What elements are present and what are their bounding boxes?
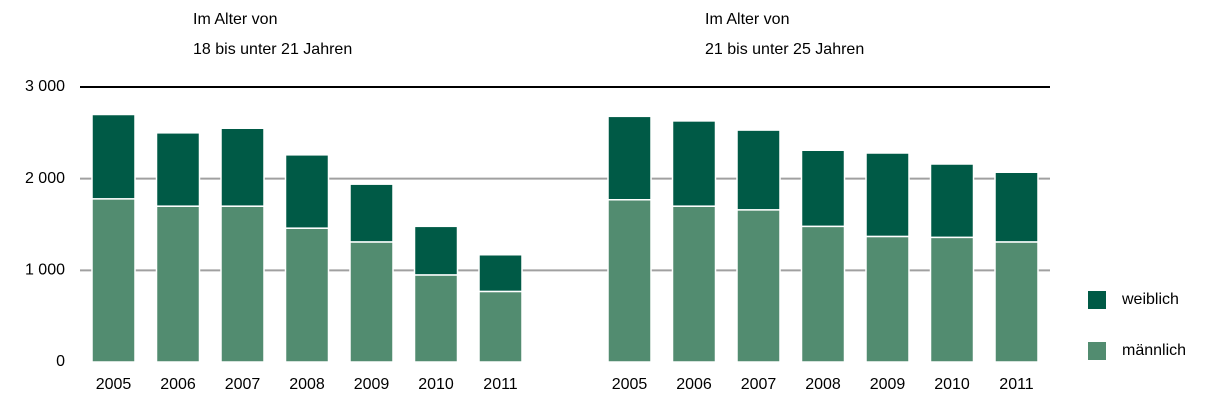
x-tick-label: 2011 [483,376,518,393]
bar-segment [155,205,201,363]
bar-segment [994,241,1039,363]
bar-segment [413,225,459,276]
bar-segment [736,209,781,363]
x-tick-label: 2006 [160,376,196,393]
group-label: Im Alter von [193,11,277,28]
bar-segment [220,205,265,363]
bar-segment [284,227,330,363]
y-tick-label: 1 000 [25,262,65,279]
bar-segment [929,236,975,363]
legend-swatch [1088,342,1106,360]
bar-segment [220,127,265,207]
y-tick-label: 2 000 [25,170,65,187]
y-tick-label: 3 000 [25,78,65,95]
x-tick-label: 2005 [96,376,132,393]
group-label: Im Alter von [705,11,789,28]
x-tick-label: 2007 [225,376,261,393]
bar-segment [800,149,846,228]
group-label: 21 bis unter 25 Jahren [705,41,864,58]
bar-segment [91,198,136,363]
bar-segment [349,183,394,243]
legend-label: weiblich [1121,291,1179,308]
bar-segment [865,152,910,238]
bar-segment [671,120,717,207]
x-tick-label: 2009 [354,376,390,393]
bar-segment [929,163,975,239]
bar-segment [994,171,1039,243]
x-tick-label: 2005 [612,376,648,393]
bar-segment [91,113,136,200]
x-tick-label: 2008 [289,376,325,393]
bar-segment [155,132,201,207]
x-tick-label: 2008 [805,376,841,393]
x-tick-label: 2009 [870,376,906,393]
legend-swatch [1088,291,1106,309]
x-tick-label: 2006 [676,376,712,393]
bar-segment [413,274,459,363]
bar-segment [607,115,652,201]
legend-label: männlich [1122,342,1186,359]
x-tick-label: 2010 [934,376,970,393]
bar-segment [671,205,717,363]
bar-segment [349,241,394,363]
bar-segment [736,129,781,211]
bar-segment [284,154,330,229]
group-label: 18 bis unter 21 Jahren [193,41,352,58]
x-tick-label: 2011 [999,376,1034,393]
bar-segment [478,254,523,293]
bar-segment [865,235,910,363]
bar-segment [478,290,523,363]
bar-segment [800,225,846,363]
bar-segment [607,199,652,363]
x-tick-label: 2007 [741,376,777,393]
y-tick-label: 0 [56,353,65,370]
x-tick-label: 2010 [418,376,454,393]
